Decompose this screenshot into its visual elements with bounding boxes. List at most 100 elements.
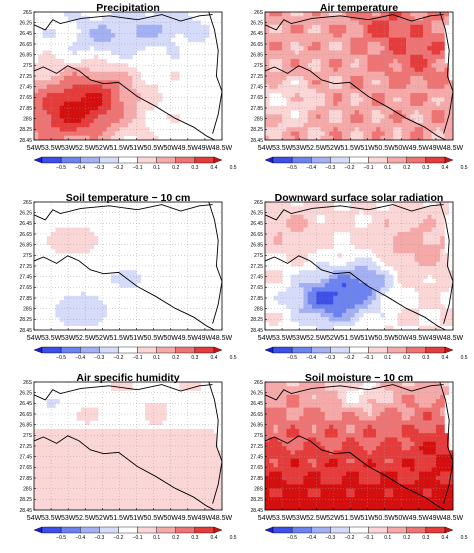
heatmap-cell	[85, 408, 90, 413]
heatmap-cell	[393, 102, 398, 107]
heatmap-cell	[440, 29, 445, 34]
heatmap-cell	[423, 240, 428, 245]
heatmap-cell	[72, 480, 77, 485]
heatmap-cell	[55, 446, 60, 451]
heatmap-cell	[179, 12, 184, 17]
heatmap-cell	[372, 93, 377, 98]
heatmap-cell	[350, 321, 355, 326]
heatmap-cell	[38, 429, 43, 434]
heatmap-cell	[188, 472, 193, 477]
heatmap-cell	[427, 110, 432, 115]
heatmap-cell	[415, 236, 420, 241]
heatmap-cell	[308, 300, 313, 305]
heatmap-cell	[119, 102, 124, 107]
heatmap-cell	[166, 12, 171, 17]
heatmap-cell	[372, 202, 377, 207]
heatmap-cell	[423, 304, 428, 309]
heatmap-cell	[329, 219, 334, 224]
heatmap-cell	[346, 46, 351, 51]
heatmap-cell	[60, 467, 65, 472]
heatmap-cell	[94, 102, 99, 107]
heatmap-cell	[338, 395, 343, 400]
y-tick-label: 27.85	[250, 296, 263, 302]
heatmap-cell	[124, 72, 129, 77]
heatmap-cell	[342, 63, 347, 68]
heatmap-cell	[380, 46, 385, 51]
heatmap-cell	[38, 80, 43, 85]
heatmap-cell	[397, 12, 402, 17]
heatmap-cell	[363, 228, 368, 233]
heatmap-cell	[423, 420, 428, 425]
heatmap-cell	[278, 408, 283, 413]
heatmap-cell	[329, 399, 334, 404]
heatmap-cell	[393, 89, 398, 94]
heatmap-cell	[286, 63, 291, 68]
y-tick-label: 27S	[254, 63, 264, 69]
heatmap-cell	[406, 395, 411, 400]
heatmap-cell	[380, 215, 385, 220]
heatmap-cell	[115, 123, 120, 128]
heatmap-cell	[60, 446, 65, 451]
heatmap-cell	[274, 123, 279, 128]
heatmap-cell	[102, 46, 107, 51]
heatmap-cell	[436, 114, 441, 119]
heatmap-cell	[38, 119, 43, 124]
heatmap-cell	[363, 16, 368, 21]
heatmap-cell	[68, 89, 73, 94]
heatmap-cell	[350, 223, 355, 228]
heatmap-cell	[291, 292, 296, 297]
heatmap-cell	[427, 416, 432, 421]
heatmap-cell	[85, 80, 90, 85]
heatmap-cell	[333, 321, 338, 326]
heatmap-cell	[312, 391, 317, 396]
heatmap-cell	[111, 46, 116, 51]
heatmap-cell	[72, 89, 77, 94]
heatmap-cell	[350, 425, 355, 430]
heatmap-cell	[316, 382, 321, 387]
heatmap-cell	[81, 80, 86, 85]
x-tick-label: 49.5W	[409, 145, 430, 152]
heatmap-cell	[329, 321, 334, 326]
heatmap-cell	[376, 403, 381, 408]
heatmap-cell	[158, 97, 163, 102]
heatmap-cell	[338, 309, 343, 314]
heatmap-cell	[385, 67, 390, 72]
heatmap-cell	[102, 484, 107, 489]
heatmap-cell	[286, 106, 291, 111]
heatmap-cell	[363, 72, 368, 77]
colorbar-tick-label: −0.2	[345, 355, 355, 361]
heatmap-cell	[158, 489, 163, 494]
heatmap-cell	[410, 249, 415, 254]
heatmap-cell	[119, 270, 124, 275]
heatmap-cell	[440, 123, 445, 128]
heatmap-cell	[325, 97, 330, 102]
heatmap-cell	[436, 236, 441, 241]
heatmap-cell	[436, 72, 441, 77]
heatmap-cell	[325, 93, 330, 98]
heatmap-cell	[338, 211, 343, 216]
heatmap-cell	[162, 459, 167, 464]
heatmap-cell	[346, 313, 351, 318]
heatmap-cell	[192, 429, 197, 434]
heatmap-cell	[406, 50, 411, 55]
heatmap-cell	[325, 240, 330, 245]
heatmap-cell	[368, 296, 373, 301]
heatmap-cell	[72, 313, 77, 318]
heatmap-cell	[342, 309, 347, 314]
heatmap-cell	[376, 249, 381, 254]
heatmap-cell	[436, 110, 441, 115]
heatmap-cell	[115, 429, 120, 434]
heatmap-cell	[137, 275, 142, 280]
heatmap-cell	[402, 321, 407, 326]
heatmap-cell	[355, 416, 360, 421]
heatmap-cell	[102, 489, 107, 494]
heatmap-cell	[274, 131, 279, 136]
heatmap-cell	[316, 425, 321, 430]
heatmap-cell	[436, 38, 441, 43]
heatmap-cell	[269, 29, 274, 34]
heatmap-cell	[119, 123, 124, 128]
heatmap-cell	[406, 403, 411, 408]
heatmap-cell	[440, 236, 445, 241]
x-tick-label: 54W	[27, 515, 42, 522]
